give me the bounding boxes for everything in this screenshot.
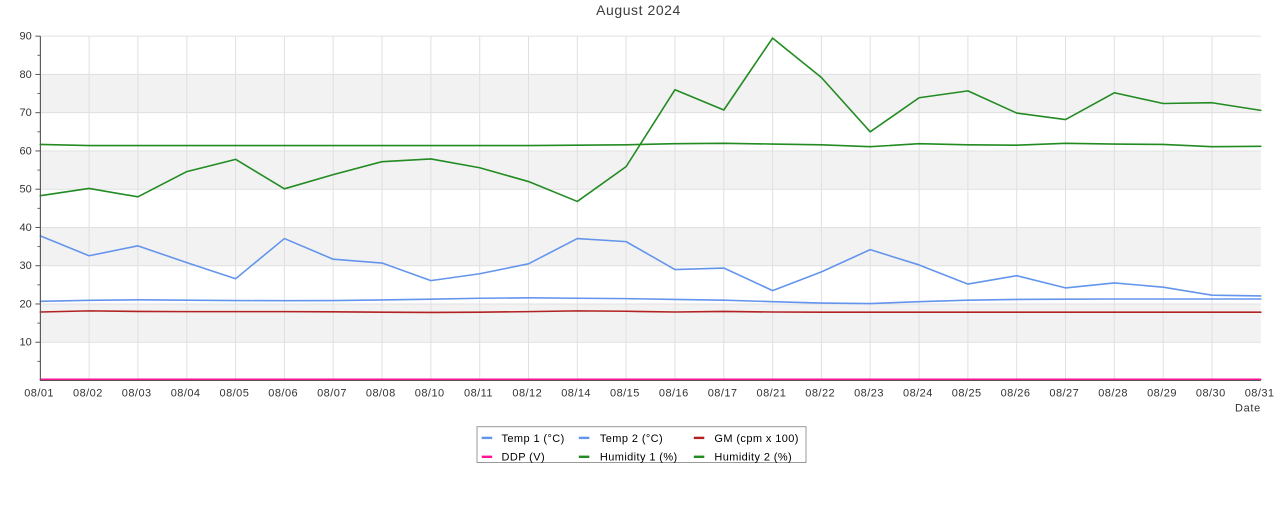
svg-text:Date: Date <box>1235 402 1261 414</box>
svg-text:DDP (V): DDP (V) <box>502 452 546 464</box>
svg-text:08/17: 08/17 <box>708 387 738 399</box>
svg-text:08/14: 08/14 <box>561 387 591 399</box>
svg-text:08/06: 08/06 <box>268 387 298 399</box>
svg-text:08/05: 08/05 <box>220 387 250 399</box>
svg-text:30: 30 <box>20 260 32 272</box>
svg-text:08/08: 08/08 <box>366 387 396 399</box>
svg-text:10: 10 <box>20 337 32 349</box>
svg-text:08/10: 08/10 <box>415 387 445 399</box>
svg-text:Humidity 2 (%): Humidity 2 (%) <box>714 452 792 464</box>
svg-text:80: 80 <box>20 69 32 81</box>
svg-text:08/01: 08/01 <box>24 387 54 399</box>
svg-text:Humidity 1 (%): Humidity 1 (%) <box>600 452 678 464</box>
svg-text:08/24: 08/24 <box>903 387 933 399</box>
svg-text:08/25: 08/25 <box>952 387 982 399</box>
svg-text:Temp 2 (°C): Temp 2 (°C) <box>600 433 663 445</box>
svg-text:08/27: 08/27 <box>1049 387 1079 399</box>
svg-text:70: 70 <box>20 107 32 119</box>
svg-text:08/21: 08/21 <box>757 387 787 399</box>
svg-text:08/23: 08/23 <box>854 387 884 399</box>
svg-text:50: 50 <box>20 184 32 196</box>
svg-text:08/03: 08/03 <box>122 387 152 399</box>
svg-text:08/07: 08/07 <box>317 387 347 399</box>
svg-text:08/12: 08/12 <box>512 387 542 399</box>
svg-text:90: 90 <box>20 31 32 43</box>
svg-text:08/02: 08/02 <box>73 387 103 399</box>
svg-text:08/04: 08/04 <box>171 387 201 399</box>
svg-text:08/29: 08/29 <box>1147 387 1177 399</box>
svg-text:August 2024: August 2024 <box>596 2 681 18</box>
svg-text:40: 40 <box>20 222 32 234</box>
svg-text:08/11: 08/11 <box>464 387 493 399</box>
svg-text:08/31: 08/31 <box>1245 387 1275 399</box>
svg-text:08/16: 08/16 <box>659 387 689 399</box>
svg-text:GM (cpm x 100): GM (cpm x 100) <box>714 433 798 445</box>
svg-text:08/30: 08/30 <box>1196 387 1226 399</box>
svg-text:60: 60 <box>20 145 32 157</box>
svg-text:08/28: 08/28 <box>1098 387 1128 399</box>
svg-text:20: 20 <box>20 298 32 310</box>
svg-text:08/26: 08/26 <box>1001 387 1031 399</box>
svg-text:08/22: 08/22 <box>805 387 835 399</box>
svg-text:08/15: 08/15 <box>610 387 640 399</box>
svg-text:Temp 1 (°C): Temp 1 (°C) <box>502 433 565 445</box>
